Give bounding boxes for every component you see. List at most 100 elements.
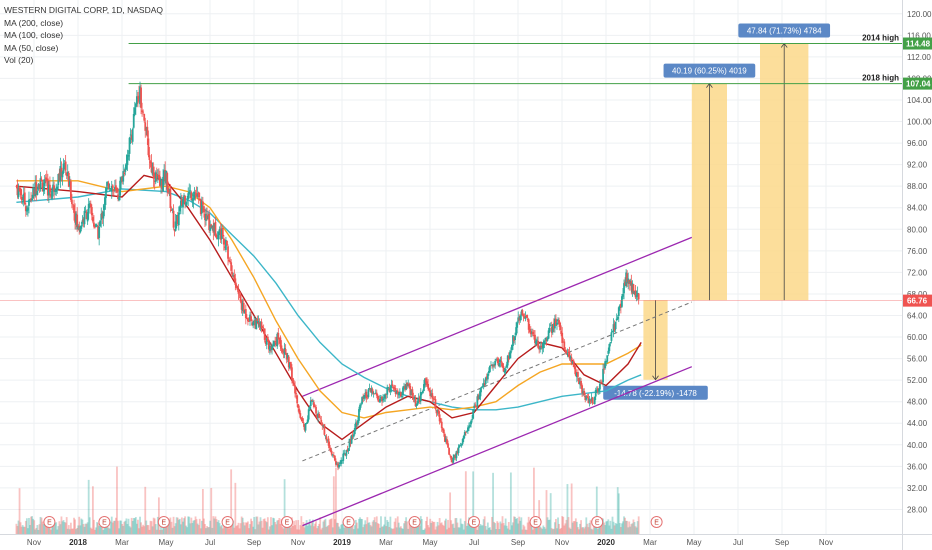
candle-body (196, 194, 199, 197)
price-axis[interactable]: 28.00 32.00 36.00 40.00 44.00 48.00 52.00 56.00… (902, 0, 932, 550)
volume-bar (52, 524, 54, 534)
candle-body (86, 213, 89, 222)
legend-ma200[interactable]: MA (200, close) (4, 17, 64, 28)
volume-bar (163, 522, 166, 534)
volume-bar (88, 517, 91, 534)
volume-bar (584, 526, 587, 534)
candle-body (31, 198, 34, 201)
candle-body (433, 398, 436, 400)
candle-body (605, 361, 608, 363)
candle-body (231, 272, 234, 275)
volume-bar (550, 528, 553, 534)
volume-bar (544, 528, 547, 534)
volume-bar (420, 519, 423, 534)
volume-bar (27, 528, 29, 534)
candle-body (228, 259, 230, 262)
volume-bar (15, 523, 18, 534)
candle-body (590, 397, 593, 401)
candle-body (549, 325, 552, 327)
volume-bar (430, 522, 433, 534)
volume-bar (564, 523, 567, 534)
earnings-marker (281, 516, 293, 528)
candle-body (256, 318, 259, 321)
volume-bar (547, 519, 550, 534)
volume-bar (25, 518, 28, 534)
price-tick-label: 120.00 (907, 10, 932, 19)
volume-bar (58, 521, 61, 534)
candle-body (240, 300, 243, 310)
volume-bar (249, 524, 251, 534)
candle-body (613, 323, 616, 331)
volume-bar (257, 524, 260, 534)
volume-bar (618, 523, 621, 534)
candle-body (167, 187, 170, 192)
volume-bar (622, 521, 624, 534)
candle-body (404, 386, 406, 390)
candle-body (229, 261, 232, 263)
price-tick-label: 96.00 (907, 139, 928, 148)
candle-body (44, 177, 47, 180)
trend-channel[interactable] (302, 236, 693, 527)
volume-bar (423, 529, 425, 534)
volume-bar (305, 520, 308, 534)
candle-body (98, 227, 101, 238)
candle-body (53, 185, 56, 192)
candle-body (595, 389, 598, 391)
volume-bar (393, 521, 396, 534)
volume-bar (457, 527, 460, 534)
candle-body (116, 187, 118, 193)
volume-bar (278, 518, 281, 534)
legend-volume[interactable]: Vol (20) (4, 55, 34, 65)
volume-bar (402, 528, 404, 534)
volume-bar (213, 518, 216, 534)
volume-bar (406, 521, 409, 534)
candle-body (263, 328, 266, 340)
candle-body (285, 352, 288, 360)
candle-body (321, 423, 324, 426)
candle-body (564, 349, 567, 352)
legend-ma50[interactable]: MA (50, close) (4, 42, 59, 53)
time-axis[interactable]: Nov 2018 Mar May Jul Sep Nov 2019 Mar May Jul Sep No… (0, 534, 932, 548)
volume-bar (184, 516, 186, 534)
volume-bar (110, 516, 113, 534)
candle-body (183, 195, 185, 202)
candle-body (358, 409, 360, 421)
volume-bar (315, 521, 317, 534)
candle-body (134, 103, 137, 108)
volume-bar (410, 523, 413, 534)
candle-body (211, 225, 214, 230)
candle-body (15, 185, 18, 187)
volume-bar (419, 516, 422, 534)
candle-body (302, 422, 305, 424)
time-tick-label: 2019 (333, 538, 351, 547)
candle-body (188, 191, 191, 195)
volume-bar (291, 517, 293, 534)
volume-bar (407, 528, 410, 534)
candle-body (589, 400, 592, 402)
volume-bar (479, 523, 482, 534)
volume-bar (232, 520, 235, 534)
candle-body (218, 229, 221, 233)
candle-body (375, 392, 378, 396)
volume-bar (50, 529, 52, 534)
candle-body (580, 380, 582, 386)
candle-body (389, 387, 392, 392)
ma100-line (16, 180, 642, 419)
legend-ma100[interactable]: MA (100, close) (4, 30, 64, 40)
candle-body (125, 163, 128, 170)
candle-body (437, 409, 440, 414)
candle-body (185, 202, 188, 206)
volume-bar (395, 527, 398, 534)
level-label: 2018 high (862, 74, 899, 83)
candle-body (520, 311, 523, 316)
volume-bar (360, 518, 362, 534)
candle-body (559, 322, 562, 331)
volume-bar (551, 529, 554, 534)
volume-bar (473, 522, 476, 534)
price-tick-label: 32.00 (907, 484, 928, 493)
volume-bar (462, 529, 465, 534)
earnings-marker-label: E (595, 520, 600, 527)
volume-bar (218, 523, 221, 534)
volume-bar (374, 522, 377, 534)
